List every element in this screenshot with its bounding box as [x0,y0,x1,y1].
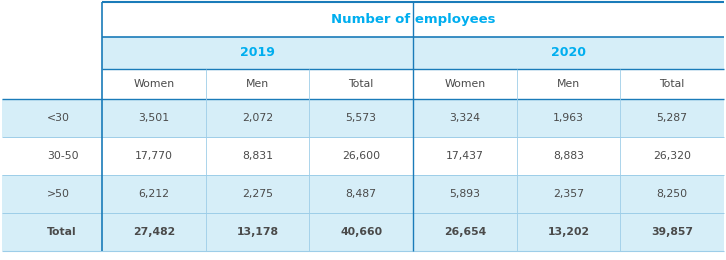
Text: 8,831: 8,831 [242,151,273,161]
Text: 2,275: 2,275 [242,189,273,199]
Bar [2,2,102,37]
Text: 3,324: 3,324 [449,113,481,123]
Text: 5,893: 5,893 [449,189,481,199]
Bar [2,69,102,99]
Text: 13,202: 13,202 [547,227,590,237]
Text: 2020: 2020 [551,47,586,60]
Text: 17,770: 17,770 [135,151,173,161]
Bar [2,37,102,69]
Text: 5,287: 5,287 [656,113,688,123]
Text: Women: Women [134,79,174,89]
Text: >50: >50 [47,189,70,199]
Bar [102,37,724,69]
Text: 2,357: 2,357 [553,189,584,199]
Text: Women: Women [444,79,486,89]
Bar [102,69,724,99]
Text: Total: Total [348,79,374,89]
Bar [102,2,724,37]
Bar [2,99,724,137]
Text: 2019: 2019 [240,47,275,60]
Text: 17,437: 17,437 [446,151,484,161]
Text: 26,654: 26,654 [444,227,486,237]
Text: 1,963: 1,963 [553,113,584,123]
Text: 26,320: 26,320 [653,151,691,161]
Text: 40,660: 40,660 [340,227,382,237]
Text: Men: Men [557,79,580,89]
Text: Men: Men [246,79,269,89]
Bar [2,137,724,175]
Text: 5,573: 5,573 [346,113,377,123]
Text: 8,250: 8,250 [656,189,688,199]
Text: <30: <30 [47,113,70,123]
Text: Number of employees: Number of employees [331,13,495,26]
Bar [2,213,724,251]
Text: 6,212: 6,212 [139,189,169,199]
Text: 13,178: 13,178 [237,227,279,237]
Text: 3,501: 3,501 [138,113,169,123]
Text: Total: Total [659,79,685,89]
Bar [2,175,724,213]
Text: 39,857: 39,857 [651,227,693,237]
Text: 2,072: 2,072 [242,113,273,123]
Text: 30-50: 30-50 [47,151,78,161]
Text: 8,487: 8,487 [346,189,377,199]
Text: 26,600: 26,600 [342,151,380,161]
Text: 27,482: 27,482 [133,227,175,237]
Text: Total: Total [47,227,77,237]
Text: 8,883: 8,883 [553,151,584,161]
